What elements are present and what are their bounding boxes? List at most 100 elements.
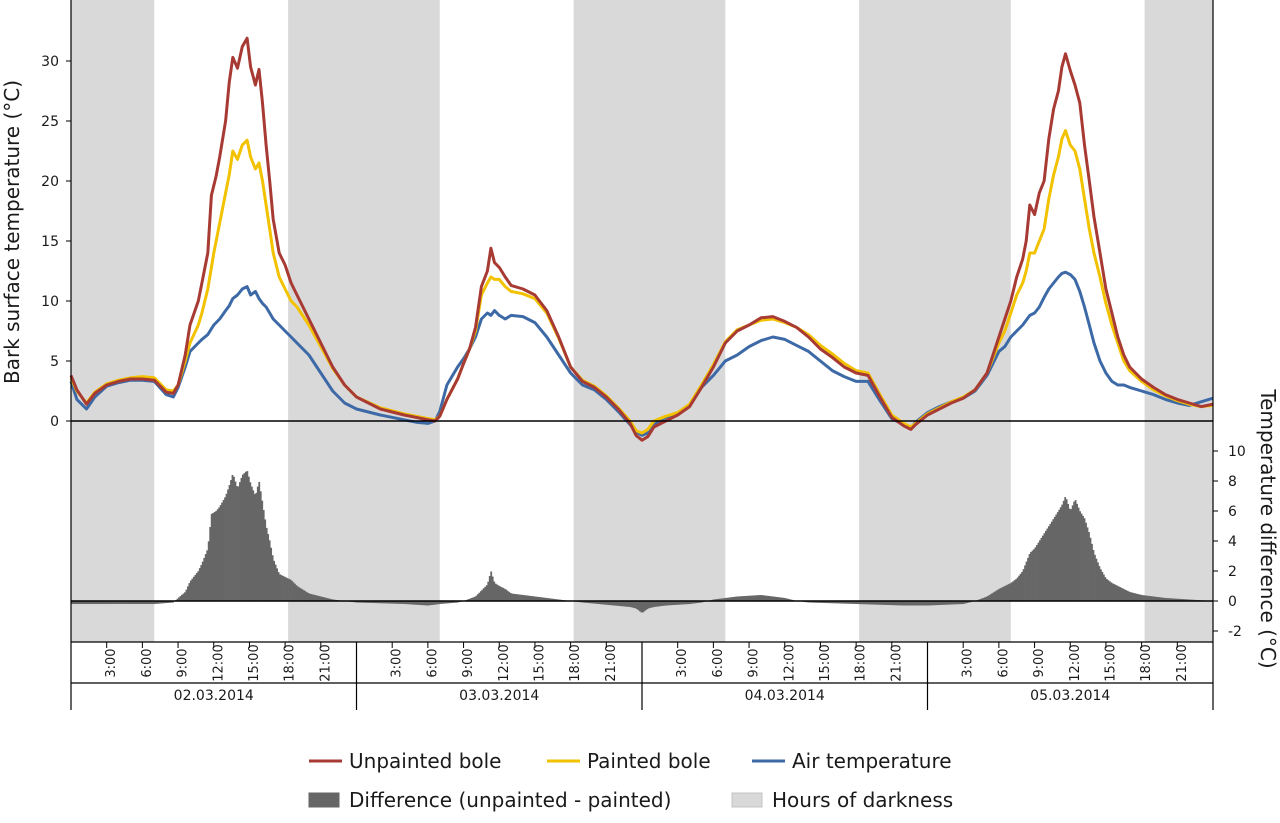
difference-bar <box>943 601 946 605</box>
difference-bar <box>815 601 818 603</box>
difference-bar <box>445 601 448 604</box>
line-series <box>69 36 1214 442</box>
difference-bar <box>1129 592 1132 601</box>
difference-bar <box>926 601 928 606</box>
difference-bar <box>814 601 817 603</box>
difference-bar <box>848 601 851 604</box>
difference-bar <box>1052 519 1055 601</box>
difference-bar <box>1146 595 1148 601</box>
difference-bar <box>1061 504 1064 601</box>
difference-bar <box>612 601 615 606</box>
time-tick-label: 6:00 <box>425 648 440 677</box>
difference-bar <box>140 601 143 604</box>
difference-bar <box>88 601 91 604</box>
right-y-tick-label: 0 <box>1228 594 1237 610</box>
difference-bar <box>209 526 212 601</box>
difference-bar <box>753 595 756 601</box>
difference-bar <box>133 601 136 604</box>
difference-bar <box>270 547 273 601</box>
difference-bar <box>442 601 445 604</box>
difference-bar <box>72 601 75 604</box>
difference-bar <box>228 485 231 601</box>
difference-bar <box>607 601 610 605</box>
difference-bar <box>966 601 968 604</box>
difference-bar <box>126 601 128 604</box>
difference-bar <box>212 512 215 601</box>
difference-bar <box>1085 522 1087 601</box>
time-tick-label: 6:00 <box>996 648 1011 677</box>
difference-bar <box>469 598 472 601</box>
difference-bar <box>1083 518 1086 601</box>
difference-bar <box>1037 542 1040 601</box>
difference-bar <box>887 601 890 606</box>
difference-bar <box>451 601 454 603</box>
difference-bar <box>1092 549 1095 601</box>
difference-bar <box>545 597 548 601</box>
difference-bar <box>670 601 673 606</box>
difference-bar <box>821 601 824 603</box>
difference-bar <box>554 599 557 601</box>
difference-bar <box>934 601 937 606</box>
difference-bar <box>1016 577 1019 601</box>
difference-bar <box>876 601 879 605</box>
difference-bar <box>749 595 751 601</box>
difference-bar <box>1095 558 1098 601</box>
difference-bar <box>649 601 652 608</box>
difference-bar <box>288 578 290 601</box>
difference-bar <box>314 595 317 601</box>
legend: Unpainted bole Painted bole Air temperatur… <box>308 749 953 812</box>
difference-bar <box>476 594 479 601</box>
darkness-band-1 <box>288 0 440 642</box>
difference-bar <box>691 601 693 604</box>
difference-bar <box>203 557 206 601</box>
difference-bar <box>225 493 228 601</box>
difference-bar <box>1019 573 1022 601</box>
difference-bar <box>652 601 655 608</box>
difference-bar <box>533 596 536 601</box>
difference-bar <box>955 601 958 605</box>
darkness-band-3 <box>859 0 1011 642</box>
difference-bar <box>357 601 360 603</box>
difference-bar <box>683 601 686 605</box>
difference-bar <box>178 597 180 601</box>
difference-bar <box>985 596 988 601</box>
difference-bar <box>407 601 409 605</box>
difference-bar <box>914 601 916 606</box>
difference-bar <box>1174 598 1177 601</box>
difference-bar <box>1012 581 1015 601</box>
difference-bar <box>868 601 870 605</box>
difference-bar <box>813 601 815 603</box>
difference-bar <box>386 601 389 604</box>
difference-bar <box>96 601 99 604</box>
difference-bar <box>1067 503 1070 601</box>
difference-bar <box>482 588 485 601</box>
difference-bar <box>1074 500 1077 601</box>
difference-bar <box>360 601 363 603</box>
difference-bar <box>646 601 649 610</box>
difference-bar <box>1044 530 1047 601</box>
difference-bar <box>735 596 738 601</box>
difference-bar <box>549 598 552 601</box>
difference-bar <box>166 601 168 604</box>
difference-bar <box>496 584 499 601</box>
difference-bar <box>1149 596 1151 601</box>
difference-bar <box>615 601 618 606</box>
difference-bar <box>454 601 457 603</box>
darkness-band-0 <box>71 0 155 642</box>
difference-bar <box>285 577 287 601</box>
time-tick-label: 9:00 <box>461 648 476 677</box>
difference-bar <box>811 601 814 603</box>
difference-bar <box>960 601 963 605</box>
difference-bar <box>405 601 408 605</box>
difference-bar <box>957 601 960 605</box>
difference-bar <box>468 599 470 601</box>
difference-bar <box>1058 509 1061 601</box>
difference-bar <box>604 601 607 605</box>
difference-bar <box>152 601 155 604</box>
darkness-band-2 <box>573 0 726 642</box>
difference-bar <box>221 502 223 601</box>
difference-bar <box>838 601 841 604</box>
difference-bar <box>76 601 79 604</box>
difference-bar <box>356 601 359 603</box>
